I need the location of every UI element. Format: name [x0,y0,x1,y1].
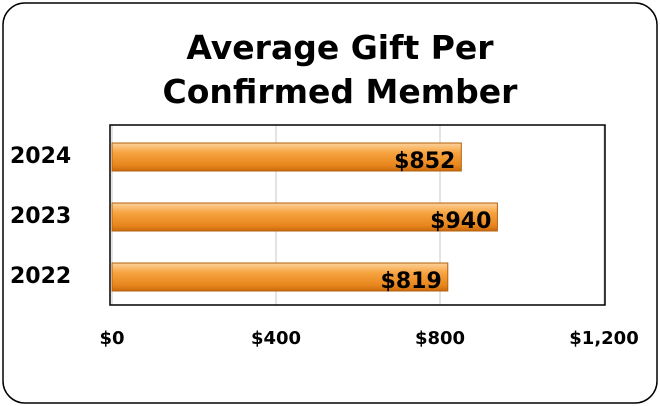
y-tick-label: 2022 [10,264,71,289]
y-tick-label: 2024 [10,144,71,169]
value-label: $940 [430,209,491,234]
chart-title: Average Gift Per Confirmed Member [162,28,518,111]
value-label: $852 [394,149,455,174]
value-label: $819 [381,269,442,294]
x-tick-label: $0 [99,328,124,349]
y-tick-label: 2023 [10,204,71,229]
plot-area [109,124,606,306]
bar [111,202,498,232]
bar [111,142,462,172]
x-tick-label: $800 [415,328,465,349]
x-tick-label: $1,200 [569,328,638,349]
x-tick-label: $400 [251,328,301,349]
bar [111,262,449,292]
